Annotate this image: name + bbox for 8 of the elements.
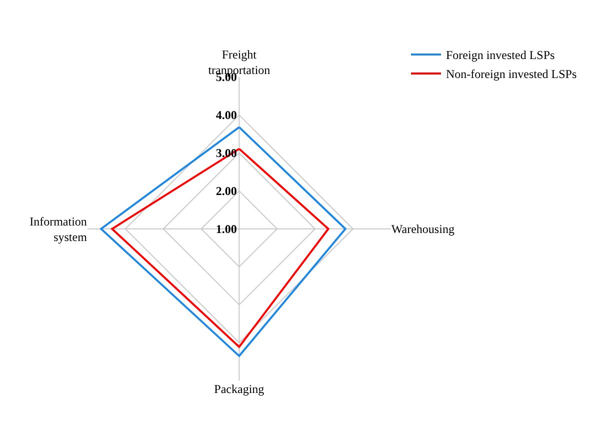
y-tick-label: 4.00 (216, 108, 237, 122)
spoke-label: Information system (30, 214, 88, 244)
legend-label: Non-foreign invested LSPs (446, 67, 577, 82)
spoke-label: Warehousing (391, 222, 454, 236)
y-tick-label: 1.00 (216, 222, 237, 236)
y-tick-label: 2.00 (216, 184, 237, 198)
legend-label: Foreign invested LSPs (446, 48, 555, 62)
spoke-label: Packaging (214, 382, 264, 396)
